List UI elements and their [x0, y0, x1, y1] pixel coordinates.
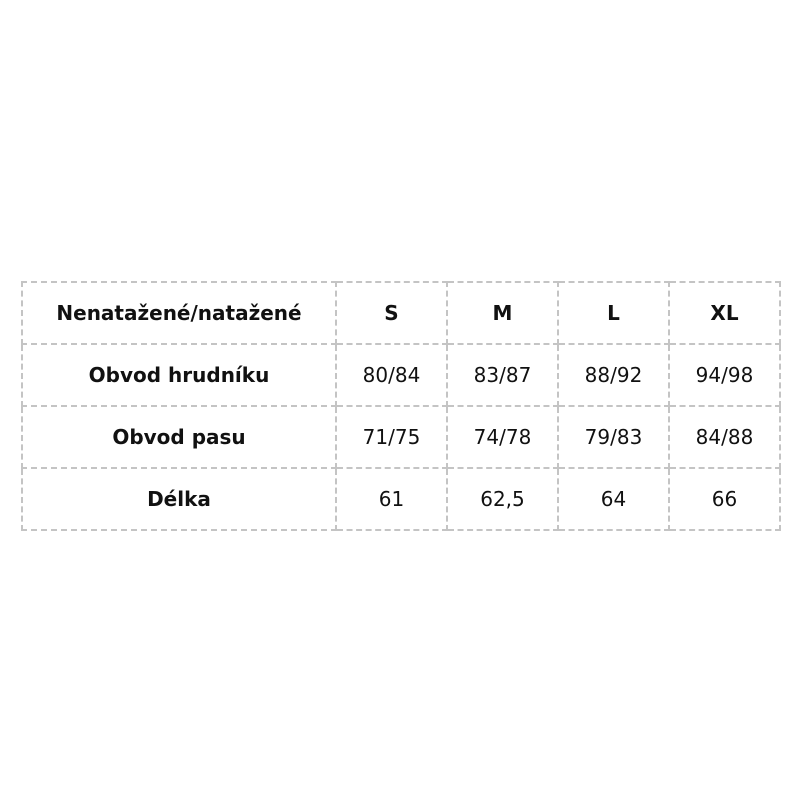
table-cell: 61	[335, 467, 448, 531]
table-cell: 79/83	[557, 405, 670, 469]
table-cell: 64	[557, 467, 670, 531]
table-cell: 74/78	[446, 405, 559, 469]
size-table: Nenatažené/natažené S M L XL Obvod hrudn…	[21, 281, 781, 531]
header-row: Nenatažené/natažené S M L XL	[21, 281, 781, 345]
table-cell: 94/98	[668, 343, 781, 407]
row-label: Obvod pasu	[21, 405, 337, 469]
table-cell: 88/92	[557, 343, 670, 407]
table-row: Obvod pasu 71/75 74/78 79/83 84/88	[21, 405, 781, 469]
header-cell: L	[557, 281, 670, 345]
table-row: Délka 61 62,5 64 66	[21, 467, 781, 531]
table-cell: 84/88	[668, 405, 781, 469]
row-label: Obvod hrudníku	[21, 343, 337, 407]
table-cell: 71/75	[335, 405, 448, 469]
table-cell: 83/87	[446, 343, 559, 407]
table-cell: 62,5	[446, 467, 559, 531]
header-cell: XL	[668, 281, 781, 345]
header-cell: Nenatažené/natažené	[21, 281, 337, 345]
row-label: Délka	[21, 467, 337, 531]
table-row: Obvod hrudníku 80/84 83/87 88/92 94/98	[21, 343, 781, 407]
header-cell: M	[446, 281, 559, 345]
table-cell: 66	[668, 467, 781, 531]
header-cell: S	[335, 281, 448, 345]
table-cell: 80/84	[335, 343, 448, 407]
